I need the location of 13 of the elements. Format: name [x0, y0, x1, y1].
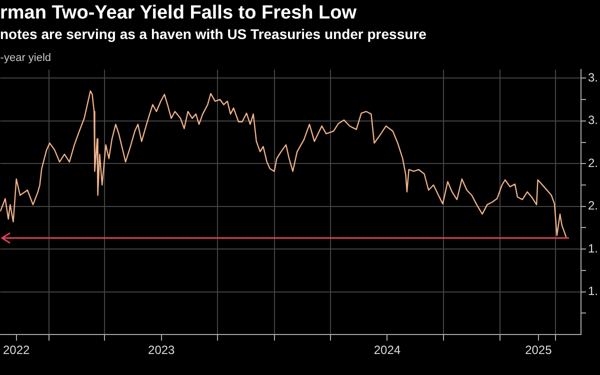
y-axis-title: -year yield [0, 52, 52, 64]
y-tick-label: 1. [588, 241, 598, 256]
y-tick-label: 2. [588, 156, 598, 170]
chart-title: rman Two-Year Yield Falls to Fresh Low [0, 2, 357, 24]
x-tick-label: 2025 [525, 343, 552, 358]
y-tick-label: 3. [588, 113, 598, 128]
chart-subtitle: notes are serving as a haven with US Treasuries under pressure [0, 26, 427, 42]
x-tick-label: 2022 [2, 343, 30, 358]
y-tick-label: 2. [588, 198, 598, 213]
x-tick-label: 2023 [148, 343, 176, 358]
y-tick-label: 3. [588, 70, 598, 84]
y-tick-label: 1. [588, 284, 598, 298]
x-tick-label: 2024 [374, 343, 401, 358]
